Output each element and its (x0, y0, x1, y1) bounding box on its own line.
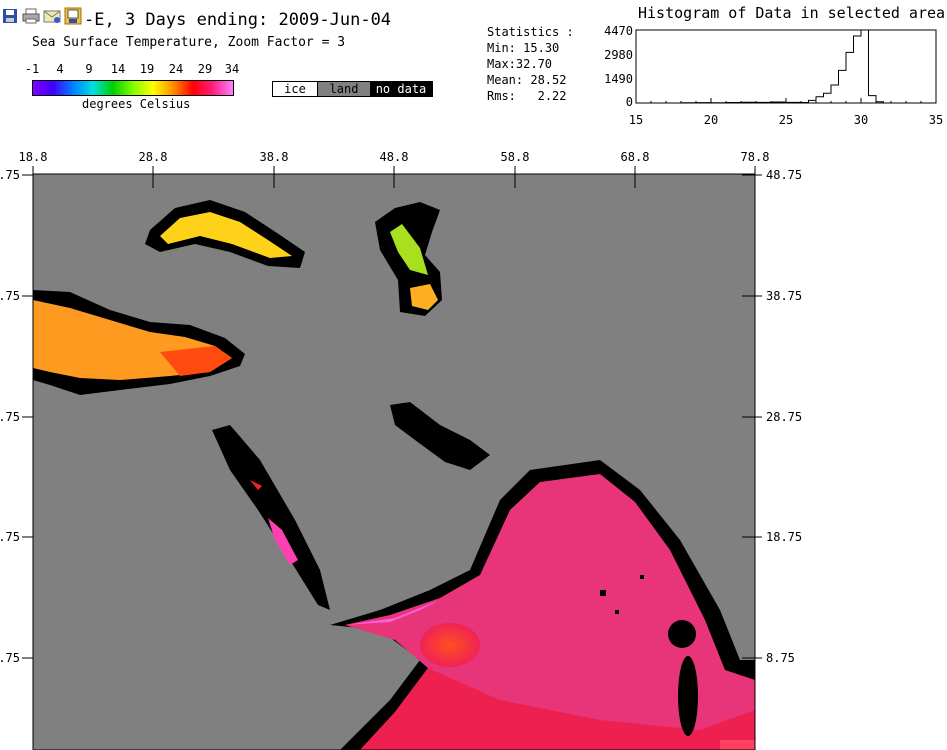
stats-mean: Mean: 28.52 (487, 73, 567, 87)
colorbar (32, 80, 234, 96)
legend-no-data: no data (370, 82, 432, 96)
sea-caspian-north (390, 224, 428, 275)
histogram-outline (680, 29, 884, 104)
page-title: -E, 3 Days ending: 2009-Jun-04 (84, 10, 392, 30)
lon-label: 58.8 (501, 150, 530, 164)
statistics-panel: Statistics : Min: 15.30 Max:32.70 Mean: 28.… (487, 24, 574, 104)
histogram-bar (854, 36, 862, 103)
sst-map[interactable]: 18.8 28.8 38.8 48.8 58.8 68.8 78.8 8.75 … (0, 140, 947, 750)
lon-label: 18.8 (19, 150, 48, 164)
legend-land: land (318, 82, 370, 96)
hist-xtick: 25 (779, 113, 793, 127)
coast-red-sea (212, 425, 330, 610)
hist-ytick: 4470 (604, 24, 633, 38)
email-icon[interactable] (42, 6, 62, 26)
print-icon[interactable] (21, 6, 41, 26)
colorbar-tick: 29 (197, 62, 213, 76)
lat-label-left: 8.75 (0, 289, 20, 303)
hist-ytick: 2980 (604, 48, 633, 62)
histogram-bar (869, 96, 877, 103)
lon-label: 48.8 (380, 150, 409, 164)
histogram-bar (816, 97, 824, 103)
hist-xtick: 35 (929, 113, 943, 127)
colorbar-ticks: -1 4 9 14 19 24 29 34 (18, 62, 248, 76)
histogram-title: Histogram of Data in selected area (638, 4, 946, 22)
histogram-bar (846, 52, 854, 103)
colorbar-tick: 19 (139, 62, 155, 76)
coast-persian-gulf (390, 402, 490, 470)
colorbar-tick: 4 (56, 62, 64, 76)
stats-title: Statistics : (487, 25, 574, 39)
histogram-bar (824, 93, 832, 103)
histogram-bar (831, 85, 839, 103)
save-icon[interactable] (0, 6, 20, 26)
hist-xtick: 15 (629, 113, 643, 127)
lon-label: 38.8 (260, 150, 289, 164)
histogram-frame (635, 29, 937, 104)
toolbar (0, 6, 84, 28)
stats-rms: Rms: 2.22 (487, 89, 567, 103)
colorbar-tick: 24 (168, 62, 184, 76)
stats-min: Min: 15.30 (487, 41, 560, 55)
lat-label-left: 8.75 (0, 410, 20, 424)
histogram-bar (839, 70, 847, 103)
mask-legend: ice land no data (272, 81, 433, 97)
lat-label-right: 8.75 (766, 651, 795, 665)
sea-caspian-south (410, 284, 438, 310)
sea-red (268, 518, 298, 565)
lon-label: 68.8 (621, 150, 650, 164)
hist-xtick: 30 (854, 113, 868, 127)
lat-label-left: 8.75 (0, 530, 20, 544)
lon-label: 28.8 (139, 150, 168, 164)
lat-label-left: 8.75 (0, 651, 20, 665)
hist-xtick: 20 (704, 113, 718, 127)
lat-label-right: 48.75 (766, 168, 802, 182)
colorbar-tick: -1 (24, 62, 40, 76)
colorbar-tick: 34 (224, 62, 240, 76)
hist-ytick: 0 (626, 95, 633, 109)
legend-ice: ice (273, 82, 318, 96)
histogram-bar (861, 30, 869, 103)
stats-max: Max:32.70 (487, 57, 553, 71)
histogram-chart: 4470 2980 1490 0 15 20 25 30 35 (604, 24, 943, 127)
lat-label-right: 38.75 (766, 289, 802, 303)
hist-ytick: 1490 (604, 72, 633, 86)
colorbar-tick: 9 (85, 62, 93, 76)
island (668, 620, 696, 648)
colorbar-unit: degrees Celsius (82, 97, 191, 111)
copy-icon[interactable] (63, 6, 83, 26)
lon-label: 78.8 (741, 150, 770, 164)
lat-label-right: 28.75 (766, 410, 802, 424)
lat-label-right: 18.75 (766, 530, 802, 544)
island (678, 656, 698, 736)
sea-black (160, 212, 292, 258)
page-subtitle: Sea Surface Temperature, Zoom Factor = 3 (32, 35, 346, 50)
lat-label-left: 8.75 (0, 168, 20, 182)
colorbar-tick: 14 (110, 62, 126, 76)
